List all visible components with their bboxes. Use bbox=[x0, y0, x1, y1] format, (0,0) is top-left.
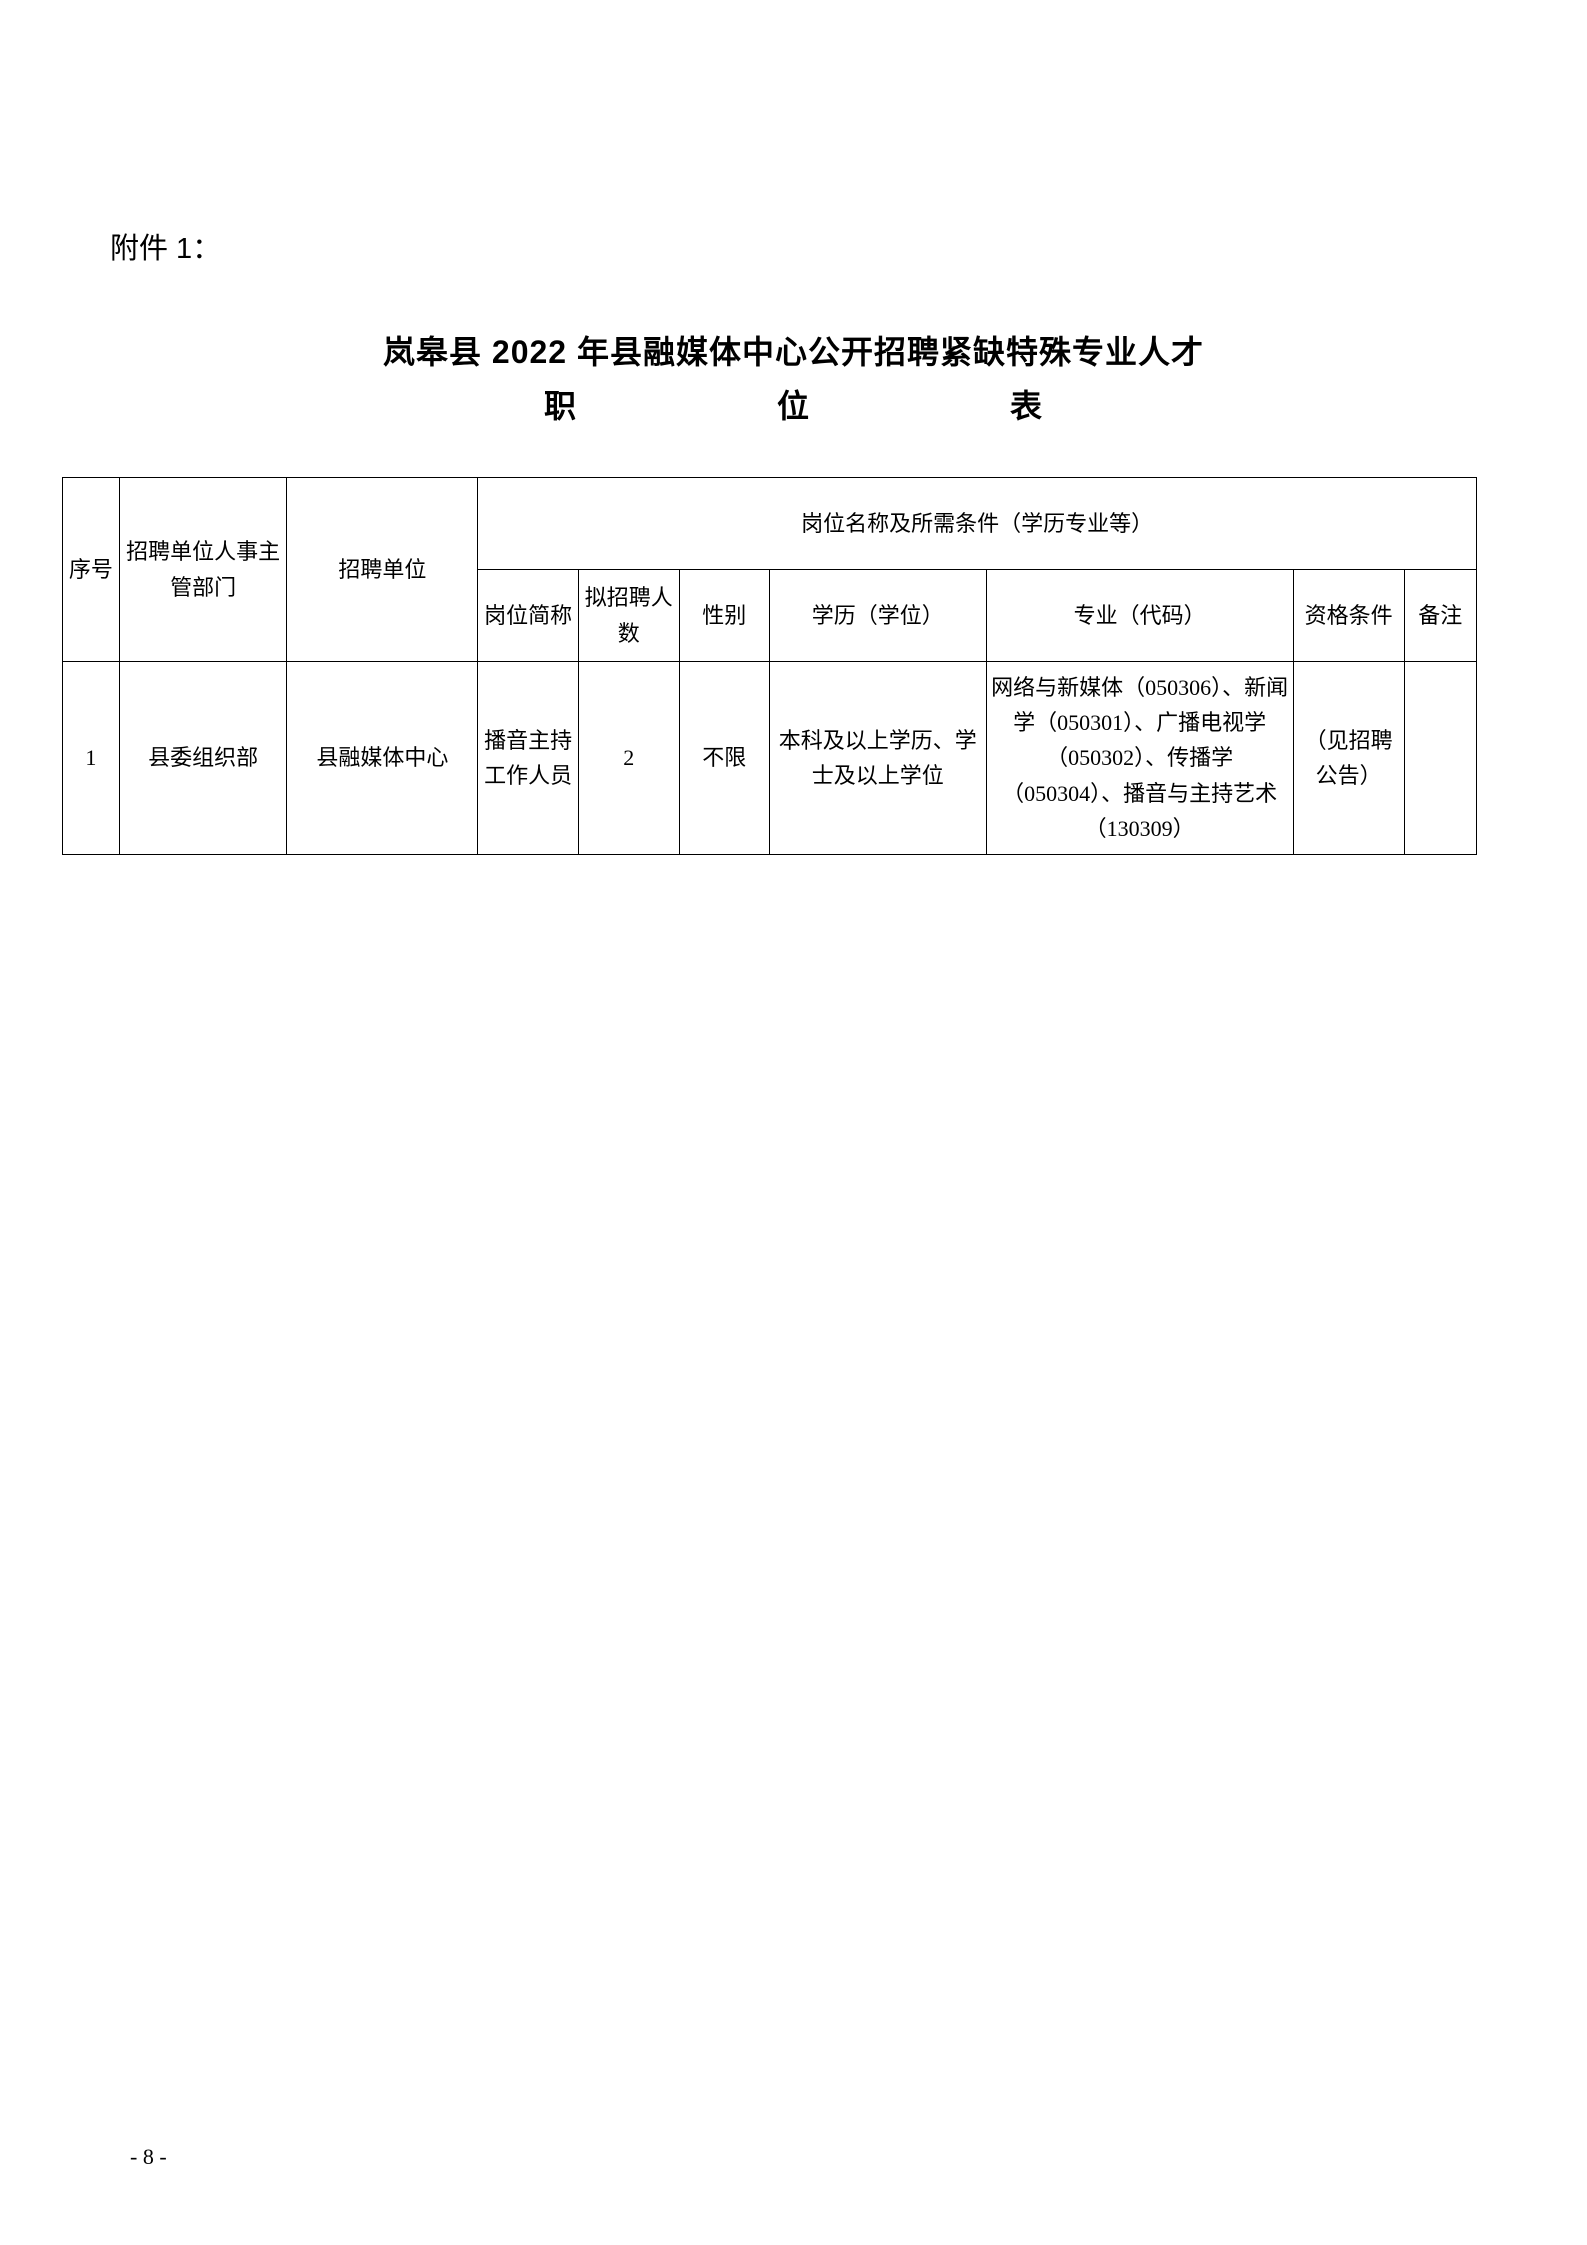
th-dept: 招聘单位人事主管部门 bbox=[119, 478, 287, 662]
cell-count: 2 bbox=[578, 662, 679, 855]
cell-unit: 县融媒体中心 bbox=[287, 662, 478, 855]
th-qualification: 资格条件 bbox=[1293, 570, 1404, 662]
attachment-label: 附件 1： bbox=[110, 225, 1477, 267]
document-title-line1: 岚皋县 2022 年县融媒体中心公开招聘紧缺特殊专业人才 bbox=[110, 327, 1477, 373]
title-char-2: 位 bbox=[777, 388, 810, 424]
title-char-3: 表 bbox=[1010, 388, 1043, 424]
th-unit: 招聘单位 bbox=[287, 478, 478, 662]
document-page: 附件 1： 岚皋县 2022 年县融媒体中心公开招聘紧缺特殊专业人才 职 位 表 序… bbox=[0, 0, 1587, 855]
table-header-row-1: 序号 招聘单位人事主管部门 招聘单位 岗位名称及所需条件（学历专业等） bbox=[63, 478, 1477, 570]
cell-education: 本科及以上学历、学士及以上学位 bbox=[769, 662, 986, 855]
cell-major: 网络与新媒体（050306）、新闻学（050301）、广播电视学（050302）… bbox=[986, 662, 1293, 855]
title-char-1: 职 bbox=[544, 388, 577, 424]
document-title-line2: 职位表 bbox=[110, 381, 1477, 427]
cell-dept: 县委组织部 bbox=[119, 662, 287, 855]
cell-note bbox=[1404, 662, 1476, 855]
cell-gender: 不限 bbox=[679, 662, 769, 855]
jobs-table: 序号 招聘单位人事主管部门 招聘单位 岗位名称及所需条件（学历专业等） 岗位简称… bbox=[62, 477, 1477, 855]
cell-qualification: （见招聘公告） bbox=[1293, 662, 1404, 855]
th-group: 岗位名称及所需条件（学历专业等） bbox=[478, 478, 1477, 570]
th-position: 岗位简称 bbox=[478, 570, 579, 662]
th-seq: 序号 bbox=[63, 478, 120, 662]
th-gender: 性别 bbox=[679, 570, 769, 662]
page-number: - 8 - bbox=[130, 2144, 167, 2170]
table-row: 1 县委组织部 县融媒体中心 播音主持工作人员 2 不限 本科及以上学历、学士及… bbox=[63, 662, 1477, 855]
th-education: 学历（学位） bbox=[769, 570, 986, 662]
cell-seq: 1 bbox=[63, 662, 120, 855]
th-note: 备注 bbox=[1404, 570, 1476, 662]
th-count: 拟招聘人数 bbox=[578, 570, 679, 662]
th-major: 专业（代码） bbox=[986, 570, 1293, 662]
cell-position: 播音主持工作人员 bbox=[478, 662, 579, 855]
